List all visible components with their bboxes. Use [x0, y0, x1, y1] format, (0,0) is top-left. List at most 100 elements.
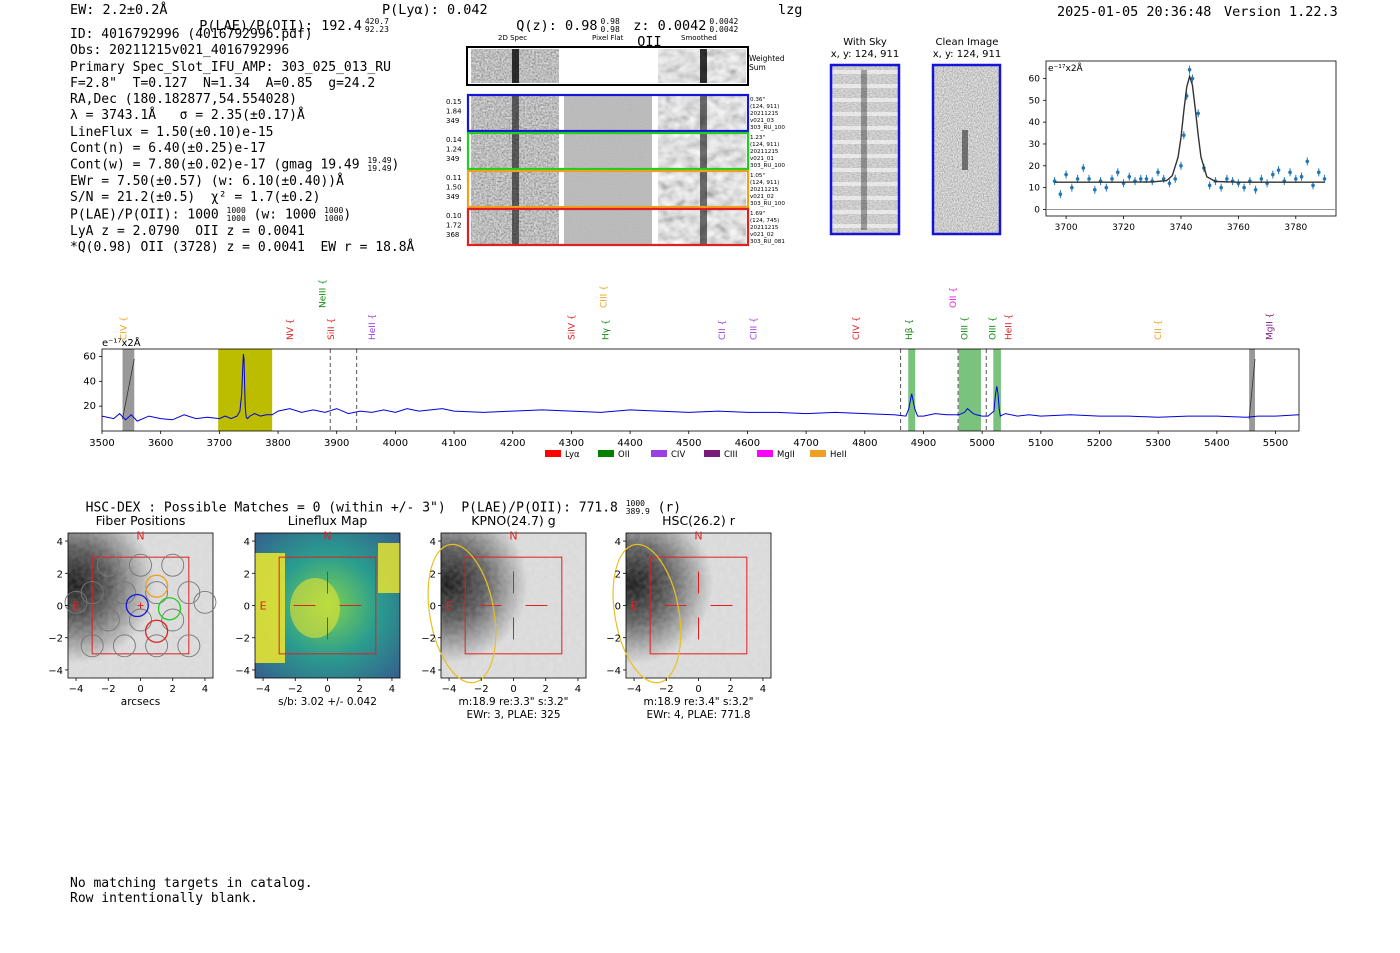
spectrum-xtick-label: 5400: [1204, 438, 1229, 449]
spec2d-row-left-label: 1.72: [446, 222, 462, 230]
spec2d-header-pixelflat: Pixel Flat: [592, 34, 624, 42]
fit-point: [1087, 177, 1091, 181]
spectrum-line-label: Hβ {: [905, 319, 915, 340]
spectrum-line-label: MgII {: [1266, 313, 1276, 340]
spectrum-line-label: HeII {: [1005, 314, 1015, 340]
fit-point: [1070, 185, 1074, 190]
spec2d-weighted-sum: [466, 46, 749, 86]
info-contw: Cont(w) = 7.80(±0.02)e-17 (gmag 19.49 19…: [70, 156, 400, 174]
imaging-panel-noise: [441, 533, 586, 678]
spectrum-xtick-label: 5100: [1028, 438, 1053, 449]
spec2d-row-left-label: 349: [446, 117, 459, 125]
header-plae: P(LAE)/P(OII): 192.4 420.7 92.23: [199, 17, 389, 35]
fiber-secondary: [144, 574, 169, 598]
imaging-ytick-label: 0: [244, 602, 250, 613]
spectrum-shaded-region: [908, 349, 916, 431]
fit-xtick-label: 3780: [1284, 223, 1307, 233]
spectrum-line-label: SiII {: [327, 318, 337, 340]
spec2d-smooth-line: [700, 133, 707, 169]
spectrum-legend-swatch: [810, 450, 826, 457]
fit-point: [1127, 174, 1132, 179]
spec2d-row-right-label: (124, 911): [750, 142, 779, 148]
spec2d-raw-line: [512, 171, 519, 207]
header-version: Version 1.22.3: [1224, 4, 1338, 20]
spectrum-ytick-label: 40: [83, 376, 96, 387]
center-crosshair: [664, 571, 733, 640]
sky-band: [831, 224, 899, 228]
spec2d-row-right-label: 20211215: [750, 149, 779, 155]
info-plae: P(LAE)/P(OII): 1000 1000 1000 (w: 1000 10…: [70, 205, 352, 223]
spec2d-header-smoothed: Smoothed: [681, 34, 717, 42]
spec2d-row-frame: [466, 93, 750, 133]
info-contn: Cont(n) = 6.40(±0.25)e-17: [70, 141, 266, 157]
imaging-xtick-label: 4: [575, 684, 581, 695]
spectrum-xtick-label: 4300: [559, 438, 584, 449]
fit-point: [1225, 177, 1229, 181]
imaging-ytick-label: −2: [421, 634, 436, 645]
fit-point: [1179, 163, 1183, 168]
imaging-panel-title: HSC(26.2) r: [662, 513, 736, 528]
spec2d-row-left-label: 1.84: [446, 108, 462, 116]
fiber-circle: [112, 581, 136, 605]
imaging-xtick-label: 0: [324, 684, 330, 695]
aperture-box: [464, 556, 563, 655]
spectrum-legend-label: CIV: [671, 450, 685, 460]
fit-unit-label: e⁻¹⁷x2Å: [1048, 62, 1084, 74]
fiber-circle: [80, 634, 104, 658]
imaging-ytick-label: 2: [615, 569, 621, 580]
lineflux-map-blob: [290, 578, 340, 638]
center-crosshair: [293, 571, 362, 640]
info-q: *Q(0.98) OII (3728) z = 0.0041 EW r = 18…: [70, 239, 415, 255]
spec2d-row-right-label: 20211215: [750, 225, 779, 231]
sky-band: [831, 126, 899, 130]
imaging-ytick-label: −4: [48, 666, 63, 677]
fit-point: [1110, 177, 1114, 181]
spectrum-legend-item: HeII: [810, 450, 847, 460]
imaging-ytick-label: −2: [606, 634, 621, 645]
sky-trace: [861, 70, 867, 230]
fit-point: [1187, 67, 1192, 72]
spec2d-row-left-label: 349: [446, 193, 459, 201]
fit-xtick-label: 3700: [1055, 223, 1078, 233]
spectrum-xtick-label: 5300: [1145, 438, 1170, 449]
imaging-xtick-label: 2: [170, 684, 176, 695]
center-marker: [137, 602, 144, 609]
imaging-ytick-label: 4: [57, 537, 63, 548]
sky-band: [831, 112, 899, 116]
compass-north: N: [136, 529, 144, 542]
spec2d-row-right-label: (124, 911): [750, 104, 779, 110]
fit-ytick-label: 40: [1029, 118, 1041, 128]
spec2d-row-left-label: 349: [446, 155, 459, 163]
spectrum-xtick-label: 5500: [1263, 438, 1288, 449]
cutouts-svg: [829, 63, 1002, 236]
spec2d-row-right-label: 1.69": [750, 211, 765, 217]
spectrum-xtick-label: 4000: [383, 438, 408, 449]
header-flag: lzg: [778, 2, 803, 18]
fit-point: [1144, 177, 1149, 181]
spectrum-line-label: CII {: [1154, 320, 1164, 340]
aperture-box: [278, 556, 377, 655]
sky-band: [831, 196, 899, 200]
fit-point: [1316, 170, 1321, 175]
imaging-xtick-label: −4: [627, 684, 642, 695]
spec2d-weighted-label-2: Sum: [749, 63, 766, 72]
spec2d-row-right-label: 0.36": [750, 97, 765, 103]
spectrum-legend-item: Lyα: [545, 450, 580, 460]
spectrum-line-label: OIII {: [961, 316, 971, 340]
fit-point: [1138, 177, 1143, 181]
spectrum-xtick-label: 5200: [1087, 438, 1112, 449]
sky-band: [831, 168, 899, 172]
info-obs: Obs: 20211215v021_4016792996: [70, 43, 290, 59]
imaging-ytick-label: 4: [244, 537, 250, 548]
sky-band: [831, 140, 899, 144]
fiber-circle: [96, 608, 120, 632]
fiber-circle: [129, 608, 152, 632]
fit-point: [1115, 170, 1120, 175]
lineflux-map-blob: [255, 553, 285, 663]
fit-point: [1182, 133, 1186, 138]
imaging-xtick-label: −4: [256, 684, 271, 695]
